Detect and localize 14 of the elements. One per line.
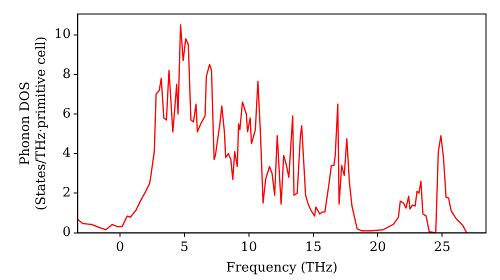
- x-tick-label: 15: [305, 240, 322, 255]
- y-tick-label: 2: [62, 186, 71, 201]
- y-axis-title: Phonon DOS (States/THz·primitive cell): [18, 36, 49, 210]
- x-tick-label: 0: [116, 240, 124, 255]
- x-axis-title: Frequency (THz): [226, 260, 338, 276]
- y-tick-label: 6: [62, 106, 71, 122]
- y-tick-label: 4: [62, 146, 71, 161]
- x-tick-label: 10: [240, 240, 258, 255]
- y-tick-label: 8: [62, 66, 71, 82]
- x-tick-label: 20: [369, 240, 386, 255]
- x-tick-label: 5: [180, 240, 189, 255]
- x-tick-label: 25: [434, 240, 450, 255]
- y-tick-label: 0: [62, 225, 71, 240]
- y-tick-label: 10: [54, 27, 71, 42]
